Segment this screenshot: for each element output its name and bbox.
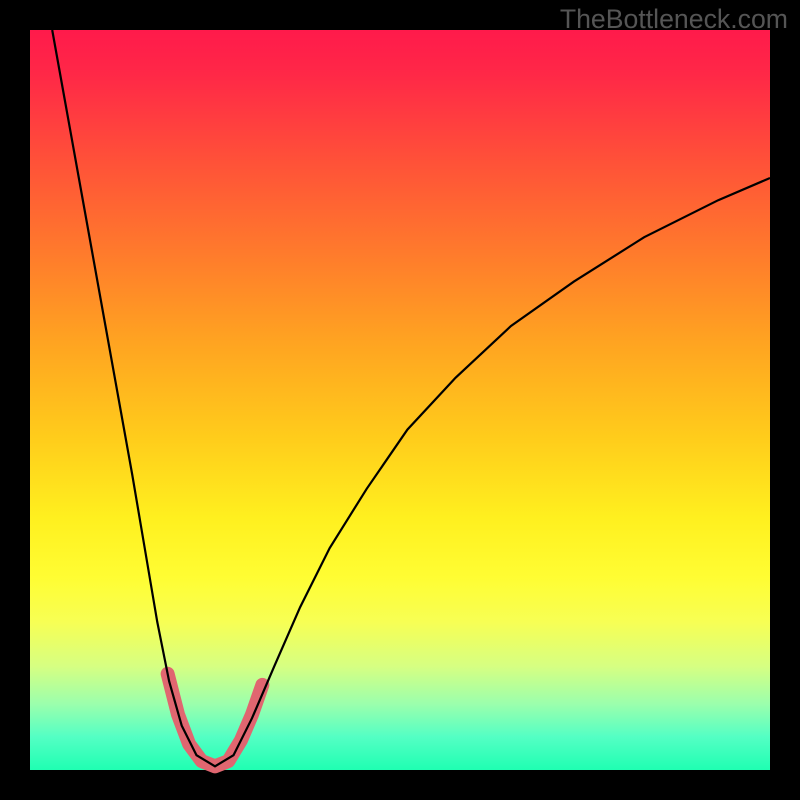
chart-svg [0,0,800,800]
chart-frame: TheBottleneck.com [0,0,800,800]
gradient-background [30,30,770,770]
